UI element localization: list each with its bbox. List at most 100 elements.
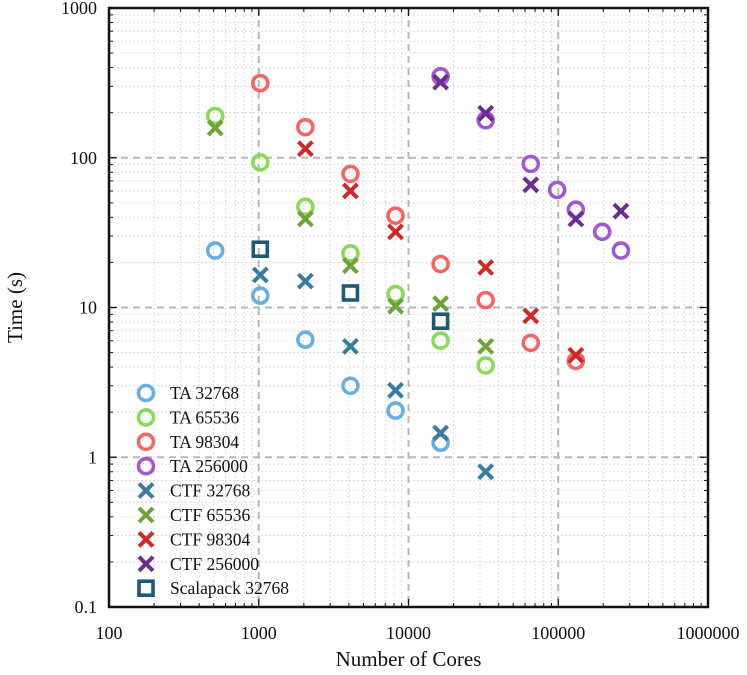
legend-label: CTF 32768: [170, 481, 250, 501]
legend-item-ta-32768: TA 32768: [136, 383, 239, 403]
point-ta-98304: [296, 117, 315, 137]
legend-label: CTF 65536: [170, 505, 250, 525]
point-ctf-65536: [342, 257, 359, 275]
point-ta-98304: [386, 206, 405, 226]
point-ta-98304: [521, 333, 541, 353]
legend-marker-ta-256000: [136, 456, 156, 476]
legend-marker-ctf-98304: [137, 530, 155, 548]
legend-label: CTF 256000: [170, 554, 259, 574]
x-axis-title: Number of Cores: [336, 647, 482, 671]
point-ta-32768: [250, 286, 270, 305]
legend-marker-ctf-32768: [137, 482, 155, 500]
point-ta-98304: [476, 290, 495, 310]
point-ta-32768: [205, 241, 225, 260]
point-ctf-32768: [387, 381, 404, 399]
legend-item-ctf-32768: CTF 32768: [137, 481, 250, 501]
point-ta-32768: [296, 330, 315, 349]
point-ta-65536: [250, 153, 270, 172]
point-ctf-98304: [296, 140, 314, 158]
series-scalapack-32768: [251, 240, 450, 331]
x-tick-label: 10000: [386, 623, 431, 643]
point-ctf-256000: [612, 202, 630, 220]
legend-marker-ctf-65536: [137, 506, 155, 524]
legend-label: CTF 98304: [170, 529, 250, 549]
major-gridlines: [109, 8, 708, 607]
series-ta-98304: [250, 73, 586, 371]
point-ctf-32768: [477, 463, 495, 481]
point-ta-256000: [611, 241, 631, 260]
legend-marker-ta-32768: [136, 383, 156, 403]
legend-item-ctf-65536: CTF 65536: [137, 505, 250, 525]
y-tick-label: 0.1: [75, 597, 98, 617]
tick-labels: 100 1000 10000 100000 1000000 0.1 1 10 100 1000: [61, 0, 740, 643]
x-tick-label: 1000000: [677, 623, 740, 643]
point-scalapack-32768: [251, 240, 270, 259]
legend-item-ctf-98304: CTF 98304: [137, 529, 250, 549]
point-ctf-32768: [296, 272, 314, 290]
point-ctf-256000: [432, 73, 450, 91]
y-tick-label: 1000: [61, 0, 97, 18]
point-ctf-65536: [296, 210, 314, 228]
series-ctf-98304: [296, 140, 585, 364]
series-ctf-256000: [432, 73, 630, 228]
legend-label: TA 256000: [170, 456, 248, 476]
x-tick-label: 1000: [241, 623, 277, 643]
point-ctf-65536: [432, 295, 450, 313]
point-ta-65536: [296, 197, 315, 217]
y-axis-title: Time (s): [3, 272, 27, 343]
point-ctf-65536: [477, 337, 495, 355]
point-ta-256000: [547, 180, 567, 200]
legend-marker-scalapack-32768: [137, 579, 155, 598]
point-ta-65536: [476, 356, 495, 375]
point-ta-65536: [431, 331, 450, 351]
point-ctf-32768: [342, 337, 359, 355]
point-ta-32768: [386, 401, 405, 420]
y-tick-label: 100: [70, 148, 97, 168]
point-ctf-256000: [567, 210, 585, 228]
plot-frame: [107, 6, 710, 609]
point-ctf-98304: [342, 182, 359, 200]
point-ctf-32768: [251, 266, 269, 284]
legend-item-ta-256000: TA 256000: [136, 456, 248, 476]
point-ctf-98304: [522, 307, 540, 325]
point-ta-256000: [592, 222, 612, 242]
legend-item-ta-65536: TA 65536: [136, 407, 239, 427]
point-ctf-65536: [387, 297, 404, 315]
series-ctf-65536: [206, 119, 495, 355]
x-tick-label: 100000: [531, 623, 585, 643]
point-ta-65536: [386, 284, 405, 304]
legend-marker-ctf-256000: [137, 555, 155, 573]
legend: TA 32768 TA 65536 TA 98304 TA 256000 CTF 327…: [136, 383, 289, 598]
legend-label: TA 98304: [170, 432, 239, 452]
point-ta-32768: [341, 376, 360, 396]
legend-marker-ta-65536: [136, 408, 156, 427]
legend-label: TA 65536: [170, 407, 239, 427]
point-ctf-256000: [522, 176, 540, 194]
point-ctf-65536: [206, 119, 224, 137]
point-ta-98304: [431, 254, 450, 274]
legend-label: TA 32768: [170, 383, 239, 403]
point-ctf-98304: [387, 223, 404, 241]
point-ctf-98304: [567, 346, 585, 364]
legend-item-ta-98304: TA 98304: [136, 432, 239, 452]
legend-item-scalapack-32768: Scalapack 32768: [137, 578, 289, 598]
x-tick-label: 100: [96, 623, 123, 643]
point-ta-98304: [250, 73, 270, 93]
legend-label: Scalapack 32768: [170, 578, 289, 598]
point-scalapack-32768: [341, 284, 360, 302]
point-ta-98304: [341, 164, 360, 184]
point-ta-65536: [205, 106, 225, 126]
legend-marker-ta-98304: [136, 432, 156, 452]
y-tick-label: 10: [79, 298, 97, 318]
legend-item-ctf-256000: CTF 256000: [137, 554, 259, 574]
point-ctf-32768: [432, 424, 450, 442]
point-scalapack-32768: [431, 312, 450, 331]
series-ctf-32768: [251, 266, 495, 481]
series-ta-65536: [205, 106, 495, 375]
point-ctf-98304: [477, 259, 495, 276]
point-ctf-256000: [477, 104, 495, 122]
data-points: [205, 66, 631, 481]
y-tick-label: 1: [88, 447, 97, 467]
